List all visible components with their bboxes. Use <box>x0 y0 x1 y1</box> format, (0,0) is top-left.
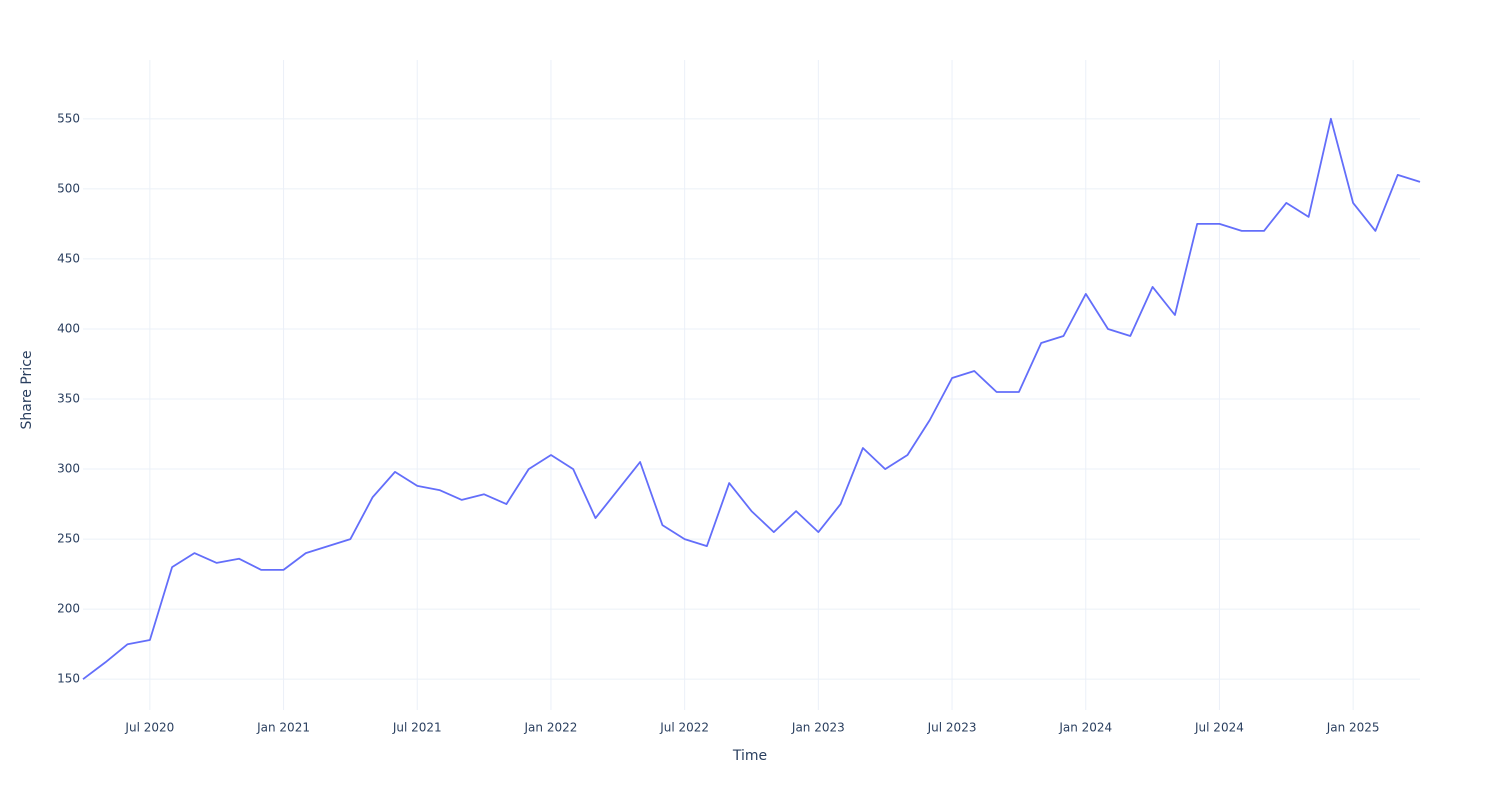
y-tick-label: 300 <box>57 462 80 476</box>
y-tick-label: 450 <box>57 251 80 265</box>
x-tick-label: Jul 2024 <box>1194 721 1244 735</box>
y-axis-title: Share Price <box>19 350 35 429</box>
x-tick-label: Jul 2023 <box>927 721 977 735</box>
y-tick-label: 250 <box>57 532 80 546</box>
price-line <box>82 117 1421 680</box>
x-tick-label: Jan 2024 <box>1058 721 1112 735</box>
x-axis-title: Time <box>732 748 767 764</box>
x-tick-label: Jan 2021 <box>256 721 310 735</box>
x-tick-label: Jul 2020 <box>124 721 174 735</box>
x-tick-label: Jul 2021 <box>392 721 442 735</box>
x-tick-label: Jan 2023 <box>791 721 845 735</box>
x-tick-label: Jul 2022 <box>659 721 709 735</box>
y-tick-label: 500 <box>57 181 80 195</box>
y-tick-label: 550 <box>57 111 80 125</box>
x-tick-label: Jan 2025 <box>1326 721 1380 735</box>
y-tick-label: 400 <box>57 321 80 335</box>
x-tick-label: Jan 2022 <box>524 721 578 735</box>
y-tick-label: 350 <box>57 392 80 406</box>
y-tick-label: 200 <box>57 602 80 616</box>
y-tick-label: 150 <box>57 672 80 686</box>
